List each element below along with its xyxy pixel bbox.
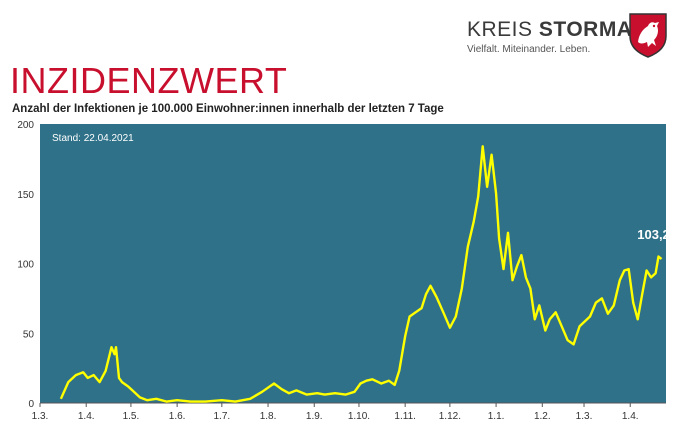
y-tick-label: 0 [28,399,34,410]
x-tick-label: 1.4. [622,411,639,422]
coat-of-arms-icon [629,13,667,58]
y-tick-label: 200 [17,120,34,131]
x-tick-label: 1.2. [534,411,551,422]
brand-block: KREIS STORMARN Vielfalt. Miteinander. Le… [467,18,663,55]
plot-area [40,124,666,403]
brand-name: KREIS STORMARN [467,18,663,42]
x-tick-label: 1.12. [439,411,461,422]
x-tick-label: 1.10. [348,411,370,422]
x-tick-label: 1.6. [169,411,186,422]
incidence-chart: 0 50 100 150 200 1.3. 1.4. 1.5. 1.6. 1.7. 1.8. 1.9… [17,120,670,422]
y-axis: 0 50 100 150 200 [17,120,34,410]
x-tick-label: 1.1. [488,411,505,422]
series-line-incidence [59,145,663,403]
chart-subtitle: Anzahl der Infektionen je 100.000 Einwoh… [12,103,444,115]
brand-name-light: KREIS [467,18,539,41]
stand-annotation: Stand: 22.04.2021 [52,133,134,144]
x-axis: 1.3. 1.4. 1.5. 1.6. 1.7. 1.8. 1.9. 1.10. 1.11. 1.… [32,403,639,422]
y-tick-label: 150 [17,190,34,201]
x-tick-label: 1.8. [260,411,277,422]
y-tick-label: 100 [17,260,34,271]
x-tick-label: 1.9. [306,411,323,422]
y-tick-label: 50 [23,329,35,340]
x-tick-label: 1.3. [32,411,49,422]
x-tick-label: 1.7. [213,411,230,422]
x-tick-label: 1.5. [123,411,140,422]
x-tick-label: 1.11. [394,411,416,422]
x-tick-label: 1.4. [78,411,95,422]
page-title: INZIDENZWERT [10,60,288,101]
brand-tagline: Vielfalt. Miteinander. Leben. [467,44,591,55]
x-tick-label: 1.3. [576,411,593,422]
last-value-label: 103,2 [637,227,670,242]
